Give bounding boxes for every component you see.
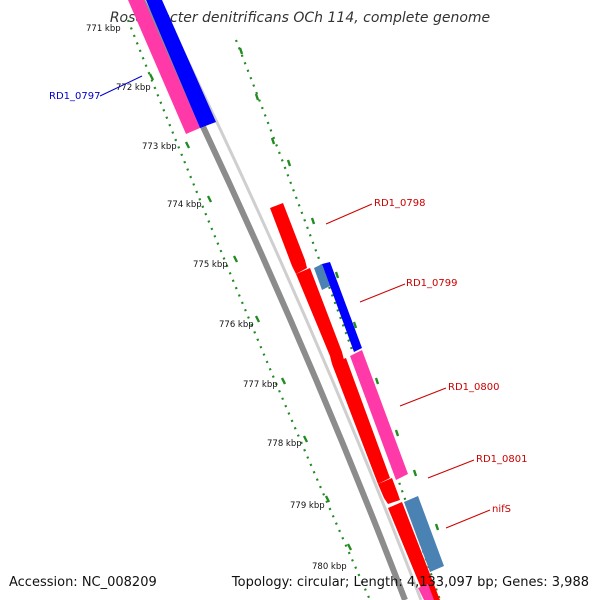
tick-label: 779 kbp	[290, 501, 325, 511]
map-title: Roseobacter denitrificans OCh 114, compl…	[110, 10, 490, 26]
leader-line-nifs	[445, 509, 491, 529]
tick-label: 776 kbp	[219, 320, 254, 330]
gene-feature-nifs-steel[interactable]	[404, 496, 444, 572]
gene-features	[128, 0, 444, 600]
tick-label: 772 kbp	[116, 83, 151, 93]
gene-feature-nifs-pink[interactable]	[418, 584, 434, 600]
gene-feature-rd1-0797-pink[interactable]	[128, 0, 200, 134]
accession-text: Accession: NC_008209	[9, 575, 157, 590]
gene-feature-rd1-0801[interactable]	[378, 478, 400, 504]
tick-label: 777 kbp	[243, 380, 278, 390]
gene-label-rd1-0799[interactable]: RD1_0799	[406, 278, 457, 289]
gene-label-rd1-0800[interactable]: RD1_0800	[448, 382, 499, 393]
genome-summary-text: Topology: circular; Length: 4,133,097 bp…	[231, 575, 589, 590]
leader-line-rd1-0797	[99, 75, 143, 97]
leader-line-rd1-0800	[399, 387, 447, 407]
gene-feature-rd1-0799-blue[interactable]	[322, 262, 362, 352]
gene-feature-rd1-0797-blue[interactable]	[146, 0, 216, 128]
tick-label: 771 kbp	[86, 24, 121, 34]
tick-label: 775 kbp	[193, 260, 228, 270]
leader-line-rd1-0801	[427, 459, 475, 479]
tick-label: 778 kbp	[267, 439, 302, 449]
gene-feature-rd1-0800-pink[interactable]	[350, 350, 408, 480]
leader-line-rd1-0798	[325, 203, 373, 225]
ruler	[126, 19, 442, 600]
tick-label: 774 kbp	[167, 200, 202, 210]
leader-line-rd1-0799	[359, 283, 406, 303]
gene-label-rd1-0801[interactable]: RD1_0801	[476, 454, 527, 465]
ruler-tick-marks	[148, 47, 440, 551]
tick-label: 773 kbp	[142, 142, 177, 152]
tick-label: 780 kbp	[312, 562, 347, 572]
gene-feature-rd1-0798[interactable]	[270, 203, 307, 274]
gene-label-nifs[interactable]: nifS	[492, 504, 511, 515]
gene-feature-rd1-0800-red[interactable]	[332, 358, 390, 484]
gene-feature-rd1-0799-steel[interactable]	[314, 264, 330, 290]
ruler-outer-dots	[234, 39, 442, 600]
ruler-tick-labels: 771 kbp 772 kbp 773 kbp 774 kbp 775 kbp …	[86, 24, 347, 572]
gene-labels: RD1_0797 RD1_0798 RD1_0799 RD1_0800 RD1_…	[49, 75, 527, 529]
gene-label-rd1-0797[interactable]: RD1_0797	[49, 91, 100, 102]
ruler-inner-dots	[126, 19, 372, 600]
gene-feature-nifs-red[interactable]	[388, 502, 440, 600]
gene-label-rd1-0798[interactable]: RD1_0798	[374, 198, 425, 209]
gene-feature-rd1-0799-red[interactable]	[296, 268, 344, 364]
